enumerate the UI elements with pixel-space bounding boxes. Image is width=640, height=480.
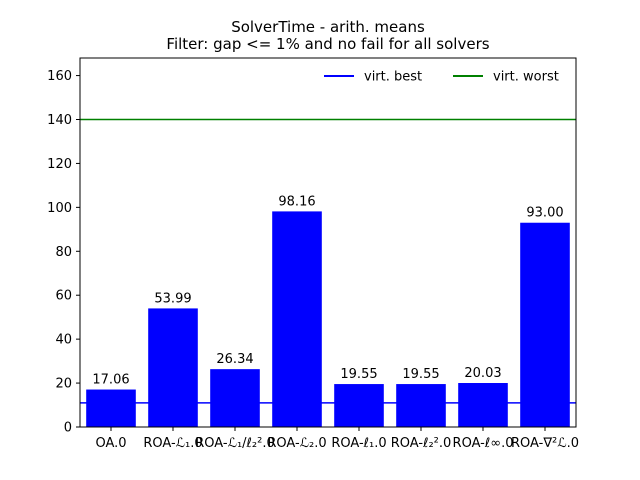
data-label-3: 98.16 [278, 194, 315, 209]
data-label-0: 17.06 [92, 373, 129, 388]
y-tick-label-6: 120 [47, 157, 72, 172]
x-tick-label-7: ROA-∇²ℒ.0 [511, 436, 579, 451]
legend-label-1: virt. worst [493, 70, 559, 85]
axes-frame [79, 57, 577, 428]
x-tick-label-6: ROA-ℓ∞.0 [453, 436, 514, 451]
y-tick-label-4: 80 [55, 245, 72, 260]
chart-title: SolverTime - arith. means [231, 18, 425, 36]
bar-5 [396, 384, 446, 427]
bar-1 [148, 308, 198, 427]
y-tick-label-5: 100 [47, 201, 72, 216]
data-label-2: 26.34 [216, 352, 253, 367]
x-tick-label-1: ROA-ℒ₁.0 [143, 436, 202, 451]
x-tick-label-0: OA.0 [95, 436, 126, 451]
plot-area: 17.06 53.99 26.34 98.16 19.55 19.55 20.03 93.00… [47, 57, 579, 451]
bar-7 [520, 222, 570, 427]
x-tick-label-5: ROA-ℓ₂².0 [391, 436, 452, 451]
data-label-4: 19.55 [340, 367, 377, 382]
y-tick-label-2: 40 [55, 333, 72, 348]
x-tick-label-3: ROA-ℒ₂.0 [267, 436, 326, 451]
chart-subtitle: Filter: gap <= 1% and no fail for all so… [166, 35, 489, 53]
y-tick-label-7: 140 [47, 113, 72, 128]
data-label-6: 20.03 [464, 366, 501, 381]
data-label-1: 53.99 [154, 291, 191, 306]
bar-0 [86, 389, 136, 427]
bar-2 [210, 369, 260, 427]
y-tick-label-0: 0 [64, 421, 72, 436]
data-label-7: 93.00 [526, 206, 563, 221]
y-tick-label-1: 20 [55, 377, 72, 392]
y-tick-label-3: 60 [55, 289, 72, 304]
x-tick-label-4: ROA-ℓ₁.0 [331, 436, 386, 451]
bar-3 [272, 211, 322, 427]
bar-6 [458, 383, 508, 427]
legend-label-0: virt. best [364, 70, 422, 85]
y-tick-label-8: 160 [47, 69, 72, 84]
x-tick-label-2: ROA-ℒ₁/ℓ₂².0 [195, 436, 275, 451]
data-label-5: 19.55 [402, 367, 439, 382]
bar-4 [334, 384, 384, 427]
